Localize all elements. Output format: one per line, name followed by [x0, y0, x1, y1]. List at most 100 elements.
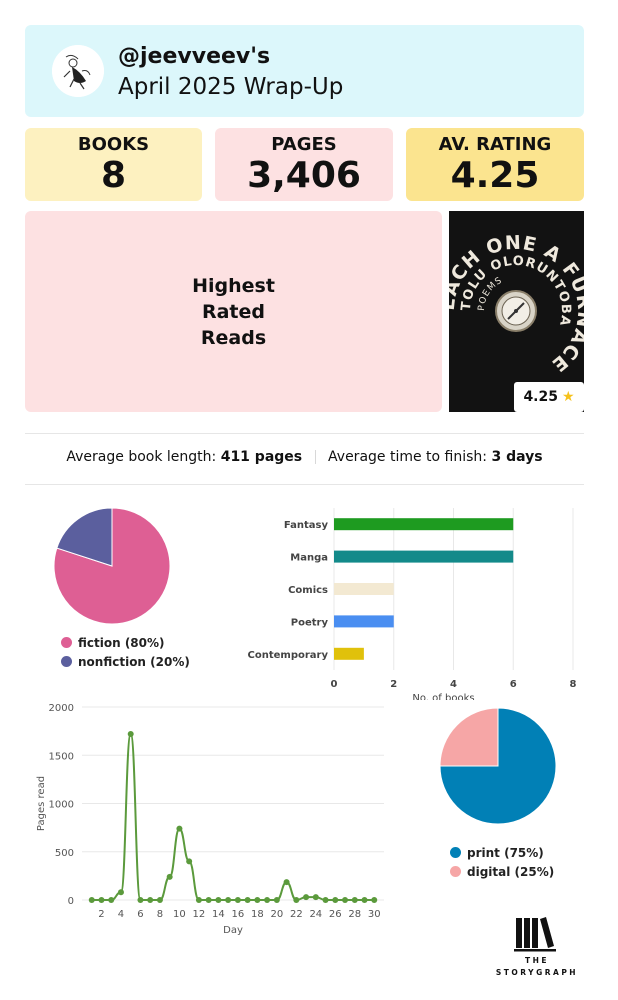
- stat-books: BOOKS 8: [25, 128, 202, 201]
- fiction-dot: [61, 637, 72, 648]
- pages-point-day-12[interactable]: [195, 897, 202, 903]
- pages-point-day-11[interactable]: [186, 858, 193, 865]
- averages-row: Average book length: 411 pages Average t…: [25, 449, 584, 465]
- stat-pages-value: 3,406: [247, 155, 361, 196]
- line-x-tick-label: 20: [270, 909, 283, 920]
- pages-point-day-13[interactable]: [205, 897, 212, 903]
- legend-label-fiction: fiction (80%): [78, 635, 165, 650]
- legend-label-digital: digital (25%): [467, 864, 555, 879]
- bar-category-label: Comics: [288, 585, 328, 596]
- legend-label-print: print (75%): [467, 845, 544, 860]
- line-x-axis-label: Day: [223, 925, 243, 936]
- bar-poetry[interactable]: [334, 615, 394, 628]
- pages-point-day-29[interactable]: [361, 897, 368, 903]
- fiction-pie-slice-0[interactable]: [53, 507, 171, 625]
- genre-bar-chart: 0 2 4 6 8 Fantasy Manga Comics Poetry Contemporar…: [248, 508, 577, 700]
- bar-category-label: Fantasy: [284, 520, 329, 531]
- divider-bottom: [25, 484, 584, 485]
- avatar[interactable]: [52, 45, 104, 97]
- pages-series-line: [91, 733, 375, 902]
- averages-separator: [314, 450, 316, 464]
- pages-point-day-1[interactable]: [88, 897, 95, 903]
- bar-x-tick-label: 8: [570, 679, 577, 690]
- pages-point-day-23[interactable]: [303, 894, 310, 901]
- pages-point-day-25[interactable]: [322, 897, 329, 903]
- bar-manga[interactable]: [334, 550, 514, 563]
- bar-contemporary[interactable]: [334, 647, 364, 660]
- legend-item-nonfiction: nonfiction (20%): [61, 652, 190, 671]
- pages-point-day-9[interactable]: [166, 873, 173, 880]
- bar-x-tick-label: 0: [331, 679, 338, 690]
- format-legend: print (75%) digital (25%): [450, 843, 554, 881]
- pages-point-day-18[interactable]: [254, 897, 261, 903]
- format-pie-slice-0[interactable]: [439, 707, 557, 825]
- pages-point-day-3[interactable]: [108, 897, 115, 903]
- line-x-tick-label: 30: [368, 909, 381, 920]
- highest-rated-line-1: Highest: [192, 275, 275, 297]
- stat-books-label: BOOKS: [77, 134, 150, 155]
- bar-comics[interactable]: [334, 583, 394, 595]
- pages-point-day-5[interactable]: [127, 731, 134, 738]
- cover-rating-value: 4.25: [523, 389, 558, 405]
- pages-point-day-16[interactable]: [234, 897, 241, 903]
- line-y-axis-label: Pages read: [36, 776, 47, 831]
- bar-category-label: Contemporary: [248, 650, 329, 661]
- pages-point-day-19[interactable]: [264, 897, 271, 903]
- logo-line-1: THE: [524, 956, 550, 965]
- legend-item-digital: digital (25%): [450, 862, 554, 881]
- header-banner: [25, 25, 584, 117]
- stat-rating: AV. RATING 4.25: [406, 128, 584, 201]
- legend-item-fiction: fiction (80%): [61, 633, 190, 652]
- legend-item-print: print (75%): [450, 843, 554, 862]
- line-x-tick-label: 4: [118, 909, 124, 920]
- pages-point-day-30[interactable]: [371, 897, 378, 903]
- line-x-tick-label: 10: [173, 909, 186, 920]
- bar-x-tick-label: 4: [450, 679, 457, 690]
- pages-point-day-26[interactable]: [332, 897, 339, 903]
- line-x-tick-label: 16: [232, 909, 245, 920]
- pages-point-day-8[interactable]: [156, 897, 163, 903]
- pages-point-day-15[interactable]: [225, 897, 232, 903]
- pages-point-day-7[interactable]: [147, 897, 154, 903]
- pages-point-day-22[interactable]: [293, 897, 300, 903]
- pages-point-day-6[interactable]: [137, 897, 144, 903]
- avg-length-label: Average book length:: [66, 449, 217, 465]
- line-x-tick-label: 26: [329, 909, 342, 920]
- nonfiction-dot: [61, 656, 72, 667]
- pages-point-day-14[interactable]: [215, 897, 222, 903]
- avg-time-label: Average time to finish:: [328, 449, 488, 465]
- book-cover[interactable]: EACH ONE A FURNACE TOLU OLORUNTOBA POEMS: [449, 211, 584, 412]
- stat-books-value: 8: [100, 155, 127, 196]
- format-pie-chart: [439, 707, 557, 825]
- storygraph-logo-text: THE STORYGRAPH: [489, 955, 585, 979]
- pages-point-day-24[interactable]: [312, 894, 319, 901]
- logo-line-2: STORYGRAPH: [495, 968, 579, 977]
- format-pie-slice-1[interactable]: [439, 707, 499, 767]
- pages-point-day-28[interactable]: [351, 897, 358, 903]
- star-icon: ★: [561, 389, 575, 405]
- bar-x-axis-label: No. of books: [412, 693, 474, 700]
- line-x-tick-label: 8: [157, 909, 163, 920]
- pages-point-day-4[interactable]: [117, 889, 124, 896]
- pages-point-day-20[interactable]: [273, 897, 280, 903]
- bar-x-tick-label: 6: [510, 679, 517, 690]
- pages-point-day-10[interactable]: [176, 825, 183, 832]
- line-x-tick-label: 22: [290, 909, 303, 920]
- line-y-tick-label: 0: [68, 896, 74, 907]
- fiction-pie-slice-1[interactable]: [56, 507, 113, 567]
- pages-point-day-2[interactable]: [98, 897, 105, 903]
- bar-fantasy[interactable]: [334, 518, 514, 531]
- pages-point-day-17[interactable]: [244, 897, 251, 903]
- bar-x-tick-label: 2: [390, 679, 397, 690]
- line-x-tick-label: 28: [348, 909, 361, 920]
- highest-rated-panel: [25, 211, 442, 412]
- pages-point-day-27[interactable]: [342, 897, 349, 903]
- fiction-legend: fiction (80%) nonfiction (20%): [61, 633, 190, 671]
- pages-point-day-21[interactable]: [283, 879, 290, 886]
- line-y-tick-label: 1000: [49, 800, 74, 811]
- cover-rating-badge: 4.25 ★: [514, 382, 584, 412]
- divider-top: [25, 433, 584, 434]
- highest-rated-line-2: Rated: [201, 301, 266, 323]
- line-x-tick-label: 6: [137, 909, 143, 920]
